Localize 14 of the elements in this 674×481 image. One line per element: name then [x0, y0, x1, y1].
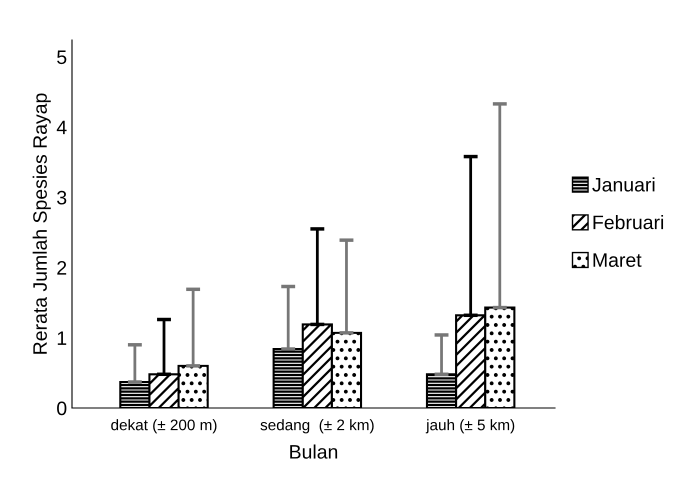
- y-tick-label: 3: [57, 190, 66, 205]
- x-tick-label: sedang (± 2 km): [260, 419, 374, 434]
- legend-label: Januari: [592, 177, 654, 192]
- x-axis-title: Bulan: [290, 444, 338, 459]
- y-tick-label: 4: [56, 120, 67, 134]
- y-tick-label: 0: [57, 401, 66, 416]
- x-tick-label: dekat (± 200 m): [111, 419, 216, 434]
- y-tick-label: 5: [57, 50, 66, 64]
- legend-label: Februari: [594, 214, 664, 230]
- legend-label: Maret: [594, 253, 642, 267]
- y-axis-title: Rerata Jumlah Spesies Rayap: [32, 93, 51, 354]
- y-tick-label: 2: [57, 261, 66, 275]
- x-tick-label: jauh (± 5 km): [426, 419, 514, 434]
- y-tick-label: 1: [58, 331, 66, 345]
